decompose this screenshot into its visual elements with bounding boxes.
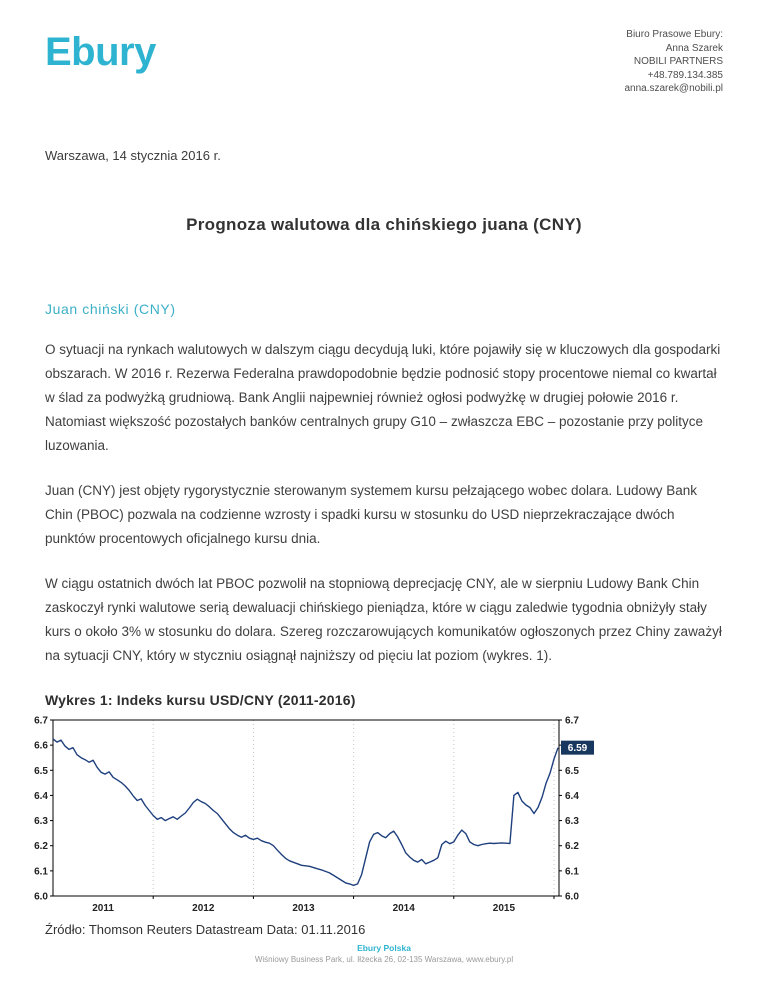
svg-text:2015: 2015 bbox=[493, 903, 516, 914]
svg-text:6.4: 6.4 bbox=[34, 790, 48, 801]
svg-text:2011: 2011 bbox=[92, 903, 114, 914]
svg-text:6.5: 6.5 bbox=[34, 765, 48, 776]
svg-text:6.1: 6.1 bbox=[565, 866, 579, 877]
footer-address: Wiśniowy Business Park, ul. Iłżecka 26, … bbox=[254, 955, 514, 964]
svg-text:6.4: 6.4 bbox=[565, 790, 579, 801]
svg-text:2014: 2014 bbox=[393, 903, 416, 914]
page-footer: Ebury Polska Wiśniowy Business Park, ul.… bbox=[0, 943, 768, 964]
svg-text:6.3: 6.3 bbox=[34, 816, 48, 827]
page-header: Ebury Biuro Prasowe Ebury: Anna Szarek N… bbox=[45, 28, 723, 96]
contact-phone: +48.789.134.385 bbox=[647, 69, 723, 81]
svg-text:6.7: 6.7 bbox=[565, 715, 579, 726]
svg-text:6.5: 6.5 bbox=[565, 765, 579, 776]
chart-heading: Wykres 1: Indeks kursu USD/CNY (2011-201… bbox=[45, 691, 356, 708]
svg-text:6.0: 6.0 bbox=[34, 891, 48, 902]
svg-text:6.1: 6.1 bbox=[34, 866, 48, 877]
svg-text:2012: 2012 bbox=[192, 903, 215, 914]
contact-title: Biuro Prasowe Ebury: bbox=[626, 29, 723, 40]
contact-email: anna.szarek@nobili.pl bbox=[624, 83, 723, 94]
svg-text:6.59: 6.59 bbox=[568, 743, 588, 754]
chart-source: Źródło: Thomson Reuters Datastream Data:… bbox=[45, 921, 366, 937]
svg-text:6.6: 6.6 bbox=[34, 740, 48, 751]
svg-text:6.0: 6.0 bbox=[565, 891, 579, 902]
contact-name: Anna Szarek bbox=[665, 42, 723, 54]
body-paragraph: W ciągu ostatnich dwóch lat PBOC pozwoli… bbox=[45, 575, 722, 663]
usdcny-chart-svg: 6.0 6.0 6.1 6.1 6.2 6.2 6.3 6.3 6.4 6.4 6.5 6.5 6.6 6… bbox=[34, 715, 594, 914]
contact-company: NOBILI PARTNERS bbox=[633, 56, 723, 67]
svg-text:6.2: 6.2 bbox=[34, 841, 48, 852]
body-paragraph: O sytuacji na rynkach walutowych w dalsz… bbox=[45, 341, 721, 453]
press-contact-block: Biuro Prasowe Ebury: Anna Szarek NOBILI … bbox=[624, 28, 723, 96]
ebury-logo: Ebury bbox=[45, 30, 156, 74]
usdcny-chart: 6.0 6.0 6.1 6.1 6.2 6.2 6.3 6.3 6.4 6.4 6.5 6.5 6.6 6… bbox=[27, 712, 723, 920]
page-title: Prognoza walutowa dla chińskiego juana (… bbox=[186, 214, 582, 234]
svg-text:6.2: 6.2 bbox=[565, 841, 579, 852]
body-paragraph: Juan (CNY) jest objęty rygorystycznie st… bbox=[45, 482, 698, 546]
footer-company: Ebury Polska bbox=[357, 943, 411, 953]
section-heading: Juan chiński (CNY) bbox=[45, 300, 176, 317]
svg-text:2013: 2013 bbox=[292, 903, 315, 914]
svg-text:6.7: 6.7 bbox=[34, 715, 48, 726]
dateline: Warszawa, 14 stycznia 2016 r. bbox=[45, 147, 221, 163]
svg-text:6.3: 6.3 bbox=[565, 816, 579, 827]
